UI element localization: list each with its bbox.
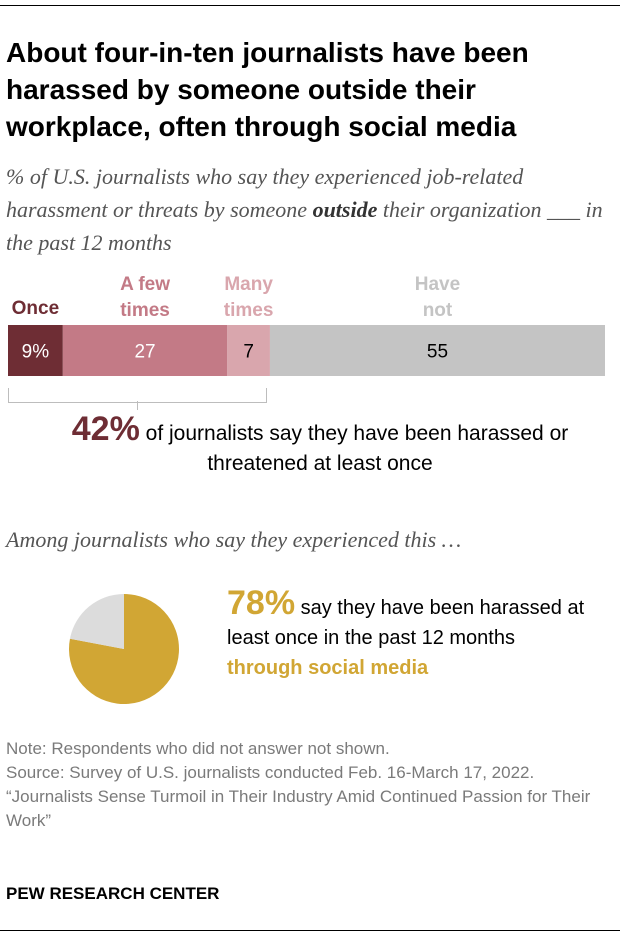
bottom-rule <box>0 930 620 931</box>
bar-value-label-3: 7 <box>243 342 254 363</box>
brand-logo-text: PEW RESEARCH CENTER <box>6 884 220 903</box>
subtitle-emphasis: outside <box>312 197 378 222</box>
category-label-have-not: Have not <box>414 274 461 321</box>
pie-slice-1 <box>68 594 179 704</box>
top-rule <box>0 5 620 6</box>
note-line: Note: Respondents who did not answer not… <box>6 739 390 758</box>
pie-slice-2 <box>69 594 124 649</box>
notes: Note: Respondents who did not answer not… <box>6 737 606 833</box>
pie-chart <box>68 594 179 704</box>
callout: 42% of journalists say they have been ha… <box>30 412 610 479</box>
bracket-tick <box>137 401 138 410</box>
category-label-many-times: Many times <box>223 274 274 321</box>
pie-callout-text: say they have been harassed at least onc… <box>227 597 585 649</box>
subtitle-post: their organization ___ in the past 12 mo… <box>6 197 603 255</box>
bar-value-label-4: 55 <box>427 342 448 363</box>
report-title: “Journalists Sense Turmoil in Their Indu… <box>6 787 591 830</box>
bar-segment-4 <box>269 325 605 376</box>
subtitle-pre: % of U.S. journalists who say they exper… <box>6 164 524 222</box>
bar-segment-2 <box>62 325 228 376</box>
stacked-bar-chart: 9% 27 7 55 <box>8 325 605 376</box>
among-heading: Among journalists who say they experienc… <box>6 527 462 552</box>
pie-callout-highlight: through social media <box>227 657 429 679</box>
chart-subtitle: % of U.S. journalists who say they exper… <box>6 160 606 259</box>
pie-callout: 78% say they have been harassed at least… <box>227 586 587 683</box>
category-label-once: Once <box>11 298 60 319</box>
bar-value-label-2: 27 <box>134 342 155 363</box>
callout-value: 42% <box>71 410 140 448</box>
pie-callout-value: 78% <box>227 584 296 622</box>
bar-segment-3 <box>227 325 270 376</box>
callout-text: of journalists say they have been harass… <box>145 422 569 475</box>
bar-segment-1 <box>8 325 63 376</box>
category-label-a-few-times: A few times <box>120 274 171 321</box>
chart-title: About four-in-ten journalists have been … <box>6 37 529 142</box>
source-line: Source: Survey of U.S. journalists condu… <box>6 763 535 782</box>
bar-value-label-1: 9% <box>22 342 50 363</box>
